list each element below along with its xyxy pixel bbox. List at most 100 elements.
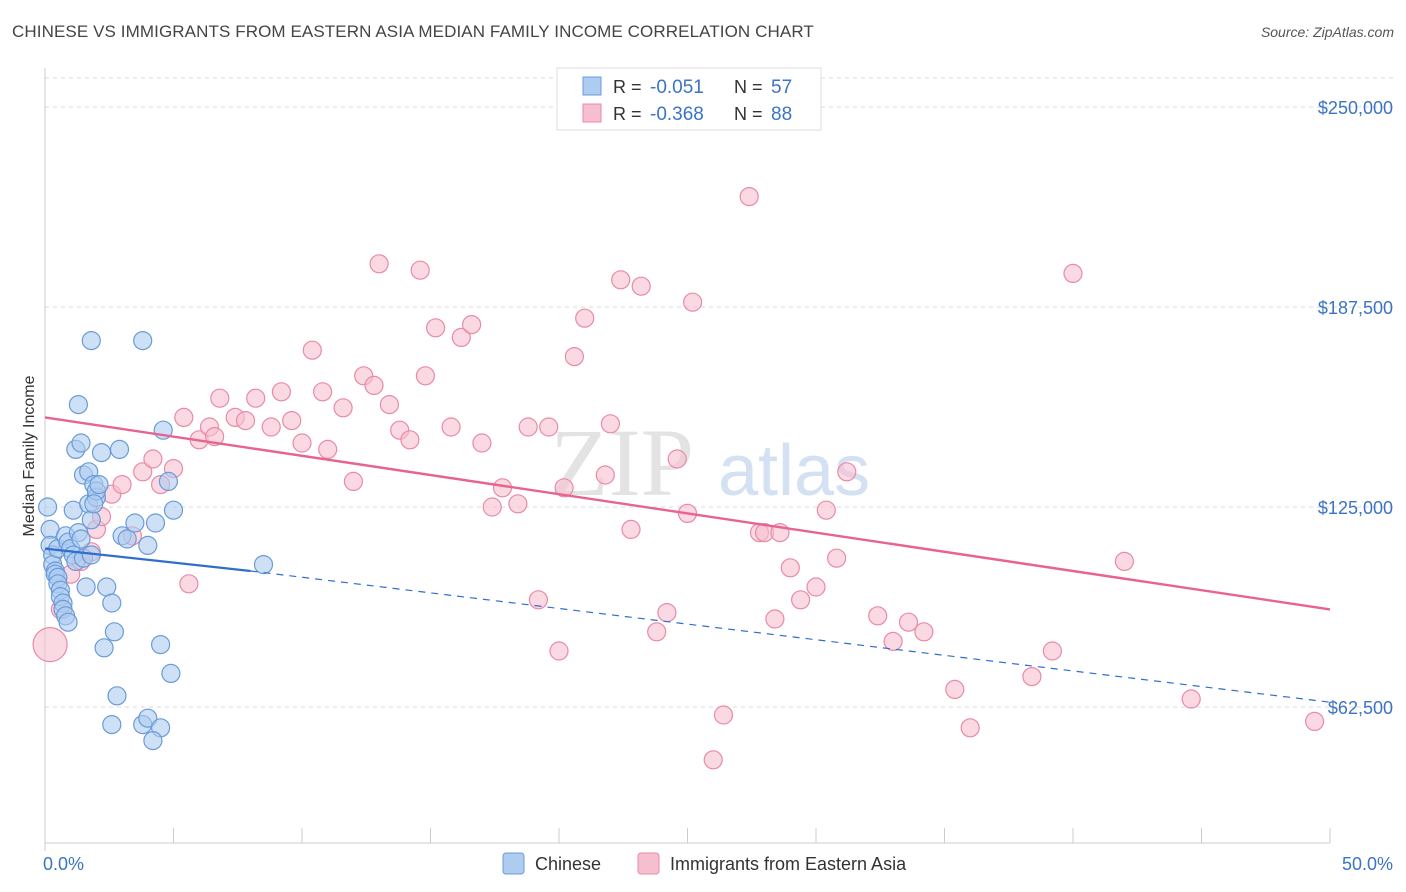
chinese-point [133,331,153,351]
chinese-point [138,535,158,556]
eastern-asia-point [837,462,857,482]
eastern-asia-point [960,718,980,738]
eastern-asia-point [1304,711,1325,732]
chinese-point [89,475,109,495]
eastern-asia-point [343,471,363,491]
eastern-asia-point [806,577,826,597]
series-points-chinese [37,331,274,751]
eastern-asia-point [472,433,492,453]
chart-title: CHINESE VS IMMIGRANTS FROM EASTERN ASIA … [12,22,814,41]
eastern-asia-point [318,439,338,459]
eastern-asia-point [508,494,528,514]
eastern-asia-point [657,602,677,623]
eastern-asia-point [621,519,641,540]
eastern-asia-point [765,609,785,629]
chinese-point [68,395,89,415]
legend-n-value-eastern-asia: 88 [771,104,792,125]
chinese-point [97,577,117,597]
legend-bottom-swatch-eastern-asia [637,852,660,875]
chinese-point [71,433,91,453]
y-tick-label: $187,500 [1318,298,1393,318]
eastern-asia-point [282,411,302,431]
chinese-point [161,663,181,684]
eastern-asia-point [528,590,549,610]
eastern-asia-point [554,478,574,498]
legend-bottom-label-chinese: Chinese [535,854,601,874]
chinese-point [151,634,171,655]
legend-n-label-chinese: N = [734,77,763,97]
eastern-asia-point [703,750,723,770]
eastern-asia-point [945,679,965,700]
eastern-asia-point [647,622,667,642]
eastern-asia-point [364,375,384,395]
eastern-asia-point [667,449,687,469]
eastern-asia-point [1042,641,1063,661]
eastern-asia-point [816,500,836,520]
eastern-asia-point [631,276,651,296]
eastern-asia-point [415,366,435,386]
eastern-asia-point [441,417,461,437]
chinese-point [163,500,184,520]
chinese-point [109,439,130,459]
eastern-asia-point [313,382,333,402]
chinese-point [145,513,166,533]
eastern-asia-point [1022,666,1042,687]
chinese-point [107,686,127,706]
chinese-point [58,612,78,632]
eastern-asia-point [575,308,595,328]
chinese-point [117,529,137,549]
legend-r-label-eastern-asia: R = [613,104,642,124]
y-tick-label: $125,000 [1318,498,1393,518]
eastern-asia-point [883,631,903,652]
legend-r-label-chinese: R = [613,77,642,97]
legend-r-value-eastern-asia: -0.368 [650,104,704,125]
chinese-point [158,471,178,491]
eastern-asia-point [261,417,281,437]
eastern-asia-point [914,622,934,642]
eastern-asia-point [292,433,312,453]
eastern-asia-point [482,497,502,517]
chinese-point [81,510,101,530]
eastern-asia-point [595,465,615,485]
eastern-asia-point [539,417,559,437]
y-axis-label: Median Family Income [21,375,38,536]
eastern-asia-point [400,430,420,450]
eastern-asia-point [682,292,703,312]
chinese-point [143,730,163,751]
y-tick-label: $250,000 [1318,98,1393,118]
eastern-asia-point [369,254,389,274]
eastern-asia-point [302,340,322,360]
eastern-asia-point [143,449,163,469]
eastern-asia-point [410,260,430,280]
chinese-point [253,554,274,575]
eastern-asia-point [112,475,132,495]
chinese-point [125,513,145,533]
legend-swatch-chinese [582,76,602,96]
legend-bottom: Chinese Immigrants from Eastern Asia [502,852,907,875]
eastern-asia-point [235,411,256,431]
chinese-point [81,331,101,351]
eastern-asia-point [713,705,734,725]
series-points-eastern-asia [32,187,1325,770]
eastern-asia-point [739,187,759,207]
eastern-asia-point [462,315,482,335]
eastern-asia-point [549,641,569,661]
eastern-asia-point [451,327,471,347]
chinese-point [91,443,112,463]
legend-n-value-chinese: 57 [771,77,792,98]
eastern-asia-point [1063,263,1083,283]
chinese-point [94,638,114,658]
axes [44,68,1331,851]
source-label: Source: ZipAtlas.com [1260,24,1394,40]
eastern-asia-point [174,407,194,427]
chinese-point [138,708,158,728]
x-tick-labels: 0.0% 50.0% [43,854,1393,874]
eastern-asia-point [426,318,446,338]
eastern-asia-point [564,347,585,367]
eastern-asia-point [210,388,230,408]
eastern-asia-point [780,558,800,578]
chinese-point [71,529,91,549]
grid-lines [45,77,1395,708]
eastern-asia-point [1181,689,1201,709]
trend-lines [44,416,1331,703]
